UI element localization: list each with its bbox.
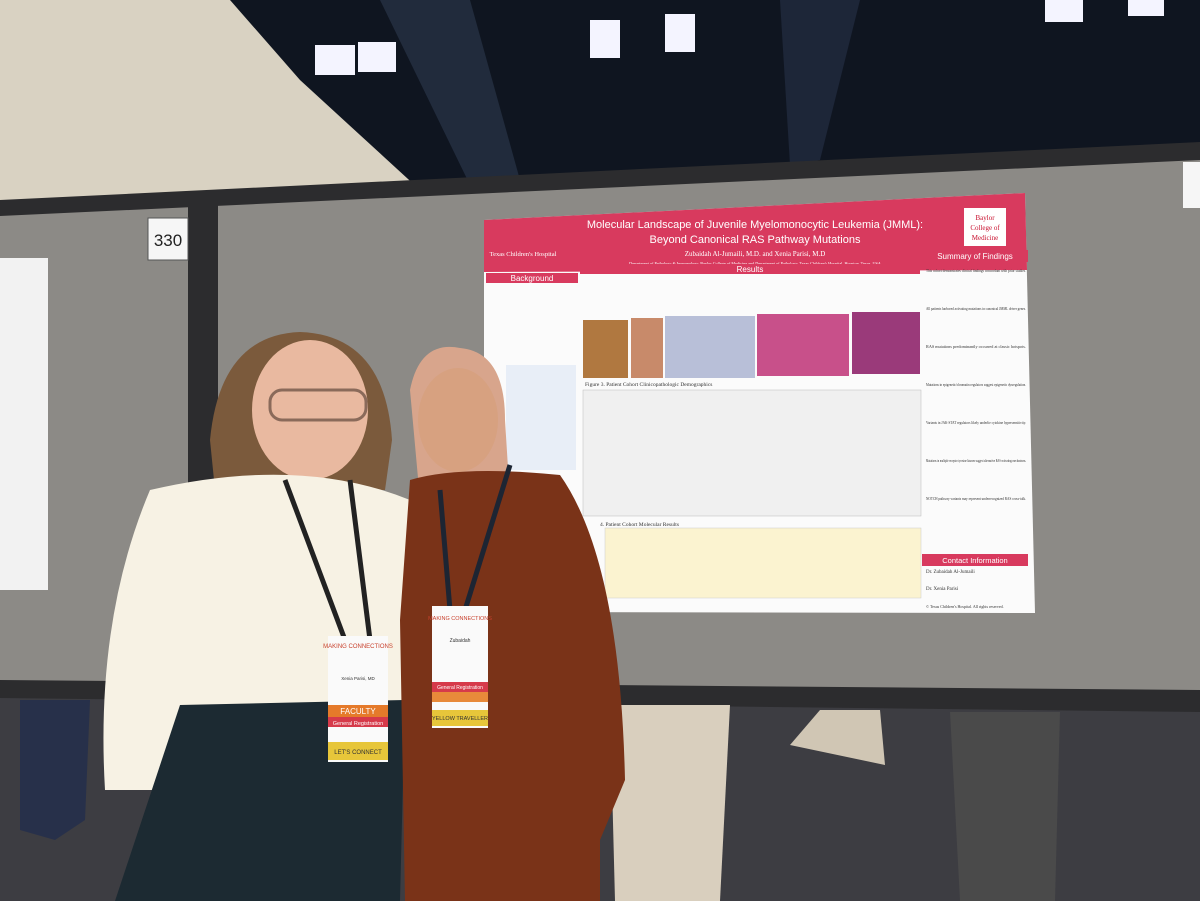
lanyard — [462, 464, 513, 611]
background-person — [610, 705, 730, 901]
lanyard — [282, 479, 348, 641]
board-frame — [0, 142, 1200, 216]
section-bar — [922, 250, 1028, 262]
summary-bullet: All patients harbored activating mutatio… — [926, 306, 1026, 311]
light — [590, 20, 620, 58]
booth-sign — [1183, 162, 1200, 208]
booth-number: 330 — [154, 231, 182, 250]
figure-caption: Figure 3. Patient Cohort Clinicopatholog… — [585, 382, 712, 388]
neighbor-poster — [0, 258, 48, 590]
right-logo: Baylor — [975, 214, 995, 222]
section-title: Results — [737, 265, 764, 274]
contact-name: Dr. Xenia Parisi — [926, 587, 959, 592]
badge-name: Xenia Parisi, MD — [341, 676, 375, 681]
lanyard — [437, 489, 453, 611]
section-title: Contact Information — [942, 556, 1007, 565]
summary-bullet: NOTCH pathway variants may represent und… — [926, 496, 1026, 501]
badge-band — [432, 710, 488, 726]
contact-name: Dr. Zubaidah Al-Jumaili — [926, 570, 975, 575]
glasses — [268, 388, 368, 422]
copyright: © Texas Children's Hospital. All rights … — [926, 604, 1004, 609]
summary-list: This cohort demonstrates clinical findin… — [926, 268, 1026, 501]
section-bar — [922, 554, 1028, 566]
badge-footer: YELLOW TRAVELLER — [432, 716, 488, 722]
face — [252, 340, 368, 480]
section-bar — [486, 273, 578, 283]
badge — [328, 636, 388, 762]
background-person — [790, 710, 885, 765]
light — [665, 14, 695, 52]
badge — [432, 606, 488, 728]
figure-image — [631, 318, 663, 378]
background-person — [950, 712, 1060, 901]
demographics-table — [582, 389, 922, 517]
light — [1128, 0, 1164, 16]
right-logo: Medicine — [972, 234, 998, 242]
dress — [400, 471, 625, 901]
summary-bullet: Mutations in multiple receptor tyrosine … — [926, 458, 1026, 463]
poster-authors: Zubaidah Al-Jumaili, M.D. and Xenia Pari… — [685, 250, 826, 258]
badge-band — [432, 692, 488, 702]
right-logo: College of — [970, 224, 1000, 232]
section-title: Background — [511, 274, 554, 283]
summary-bullet: RAS mutations predominantly occurred at … — [926, 344, 1026, 349]
badge-band — [328, 742, 388, 760]
badge-band — [328, 705, 388, 717]
light — [315, 45, 355, 75]
booth-sign — [147, 217, 189, 261]
mutation-grid — [604, 527, 922, 599]
poster-title: Molecular Landscape of Juvenile Myelomon… — [587, 219, 923, 231]
badge-band — [432, 682, 488, 692]
ceiling-beam — [780, 0, 860, 165]
badge-event: MAKING CONNECTIONS — [323, 644, 393, 650]
summary-bullet: Mutations in epigenetic/chromatin regula… — [926, 382, 1026, 387]
light — [358, 42, 396, 72]
badge-registration: General Registration — [437, 685, 483, 691]
figure-image — [852, 312, 920, 374]
face — [418, 368, 498, 472]
summary-bullet: This cohort demonstrates clinical findin… — [926, 268, 1026, 273]
badge-registration: General Registration — [333, 721, 383, 727]
right-logo-box — [964, 208, 1006, 246]
figure-caption: 4. Patient Cohort Molecular Results — [600, 522, 679, 528]
section-title: Summary of Findings — [937, 252, 1013, 261]
figure-image — [757, 314, 849, 376]
lanyard — [347, 479, 373, 641]
figure-image — [665, 316, 755, 378]
badge-name: Zubaidah — [450, 638, 471, 644]
light — [1045, 0, 1083, 22]
badge-band — [328, 717, 388, 727]
poster-header — [484, 193, 1027, 272]
background-person — [20, 700, 90, 840]
poster-title: Beyond Canonical RAS Pathway Mutations — [650, 234, 861, 246]
badge-event: MAKING CONNECTIONS — [428, 616, 492, 622]
ceiling-beam — [380, 0, 520, 185]
left-logo: Texas Children's Hospital — [490, 251, 557, 258]
figure-image — [583, 320, 628, 378]
badge-footer: LET'S CONNECT — [334, 750, 382, 756]
pathway-diagram — [506, 365, 576, 470]
badge-role: FACULTY — [340, 707, 376, 716]
section-bar — [580, 264, 920, 274]
summary-bullet: Variants in JAK-STAT regulators likely u… — [926, 420, 1026, 425]
